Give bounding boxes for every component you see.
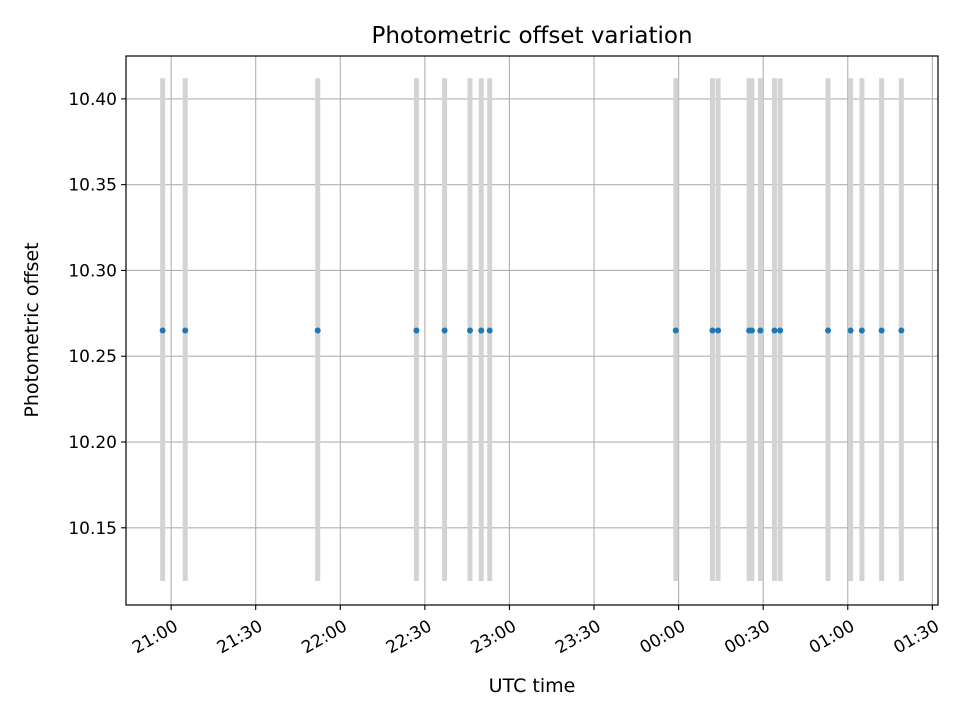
- data-point: [159, 327, 166, 334]
- data-point: [878, 327, 885, 334]
- data-points: [159, 327, 905, 334]
- y-tick-label: 10.15: [68, 519, 117, 539]
- y-tick-label: 10.30: [68, 261, 117, 281]
- data-point: [757, 327, 764, 334]
- y-tick-label: 10.40: [68, 90, 117, 110]
- data-point: [441, 327, 448, 334]
- data-point: [672, 327, 679, 334]
- y-tick-label: 10.25: [68, 347, 117, 367]
- data-point: [478, 327, 485, 334]
- y-axis-ticks: 10.15 10.20 10.25 10.30 10.35 10.40: [68, 90, 126, 539]
- y-axis-label: Photometric offset: [21, 242, 43, 417]
- data-point: [182, 327, 189, 334]
- y-tick-label: 10.35: [68, 176, 117, 196]
- data-point: [898, 327, 905, 334]
- data-point: [314, 327, 321, 334]
- chart-title: Photometric offset variation: [371, 23, 692, 49]
- x-axis-label: UTC time: [489, 675, 576, 697]
- data-point: [715, 327, 722, 334]
- data-point: [858, 327, 865, 334]
- grid: [126, 56, 938, 605]
- data-point: [413, 327, 420, 334]
- data-point: [771, 327, 778, 334]
- data-point: [825, 327, 832, 334]
- data-point: [486, 327, 493, 334]
- data-point: [709, 327, 716, 334]
- data-point: [847, 327, 854, 334]
- data-point: [748, 327, 755, 334]
- plot-frame: [125, 55, 939, 606]
- y-tick-label: 10.20: [68, 433, 117, 453]
- data-point: [777, 327, 784, 334]
- data-point: [466, 327, 473, 334]
